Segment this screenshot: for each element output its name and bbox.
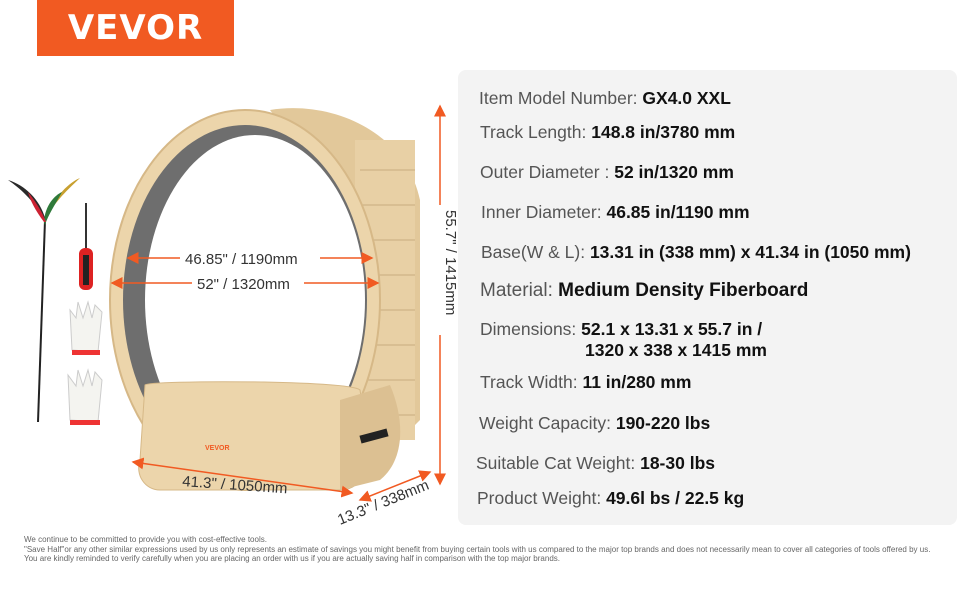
gloves	[67, 300, 103, 425]
spec-model: Item Model Number: GX4.0 XXL	[479, 88, 731, 108]
base-logo: VEVOR	[205, 445, 230, 452]
spec-cat-weight: Suitable Cat Weight: 18-30 lbs	[476, 453, 715, 473]
spec-inner-diameter: Inner Diameter: 46.85 in/1190 mm	[481, 202, 750, 222]
spec-track-length: Track Length: 148.8 in/3780 mm	[480, 122, 736, 142]
screwdriver	[79, 203, 93, 290]
inner-diameter-label: 46.85" / 1190mm	[185, 251, 298, 268]
outer-diameter-label: 52" / 1320mm	[197, 276, 290, 293]
spec-panel: Item Model Number: GX4.0 XXL Track Lengt…	[458, 70, 957, 525]
spec-base: Base(W & L): 13.31 in (338 mm) x 41.34 i…	[481, 242, 911, 262]
cat-wheel: VEVOR	[109, 108, 420, 491]
width-line	[358, 470, 432, 502]
disclaimer: We continue to be committed to provide y…	[24, 535, 931, 563]
feather-wand-toy	[8, 178, 80, 423]
height-label: 55.7" / 1415mm	[442, 210, 459, 315]
spec-outer-diameter: Outer Diameter : 52 in/1320 mm	[480, 162, 734, 182]
spec-weight-capacity: Weight Capacity: 190-220 lbs	[479, 413, 711, 433]
spec-track-width: Track Width: 11 in/280 mm	[480, 372, 692, 392]
spec-dimensions: Dimensions: 52.1 x 13.31 x 55.7 in /1320…	[480, 319, 767, 360]
spec-material: Material: Medium Density Fiberboard	[480, 280, 809, 301]
spec-product-weight: Product Weight: 49.6l bs / 22.5 kg	[477, 488, 745, 508]
vevor-logo: VEVOR	[37, 0, 234, 56]
logo-text: VEVOR	[67, 8, 204, 48]
length-line	[131, 457, 354, 498]
